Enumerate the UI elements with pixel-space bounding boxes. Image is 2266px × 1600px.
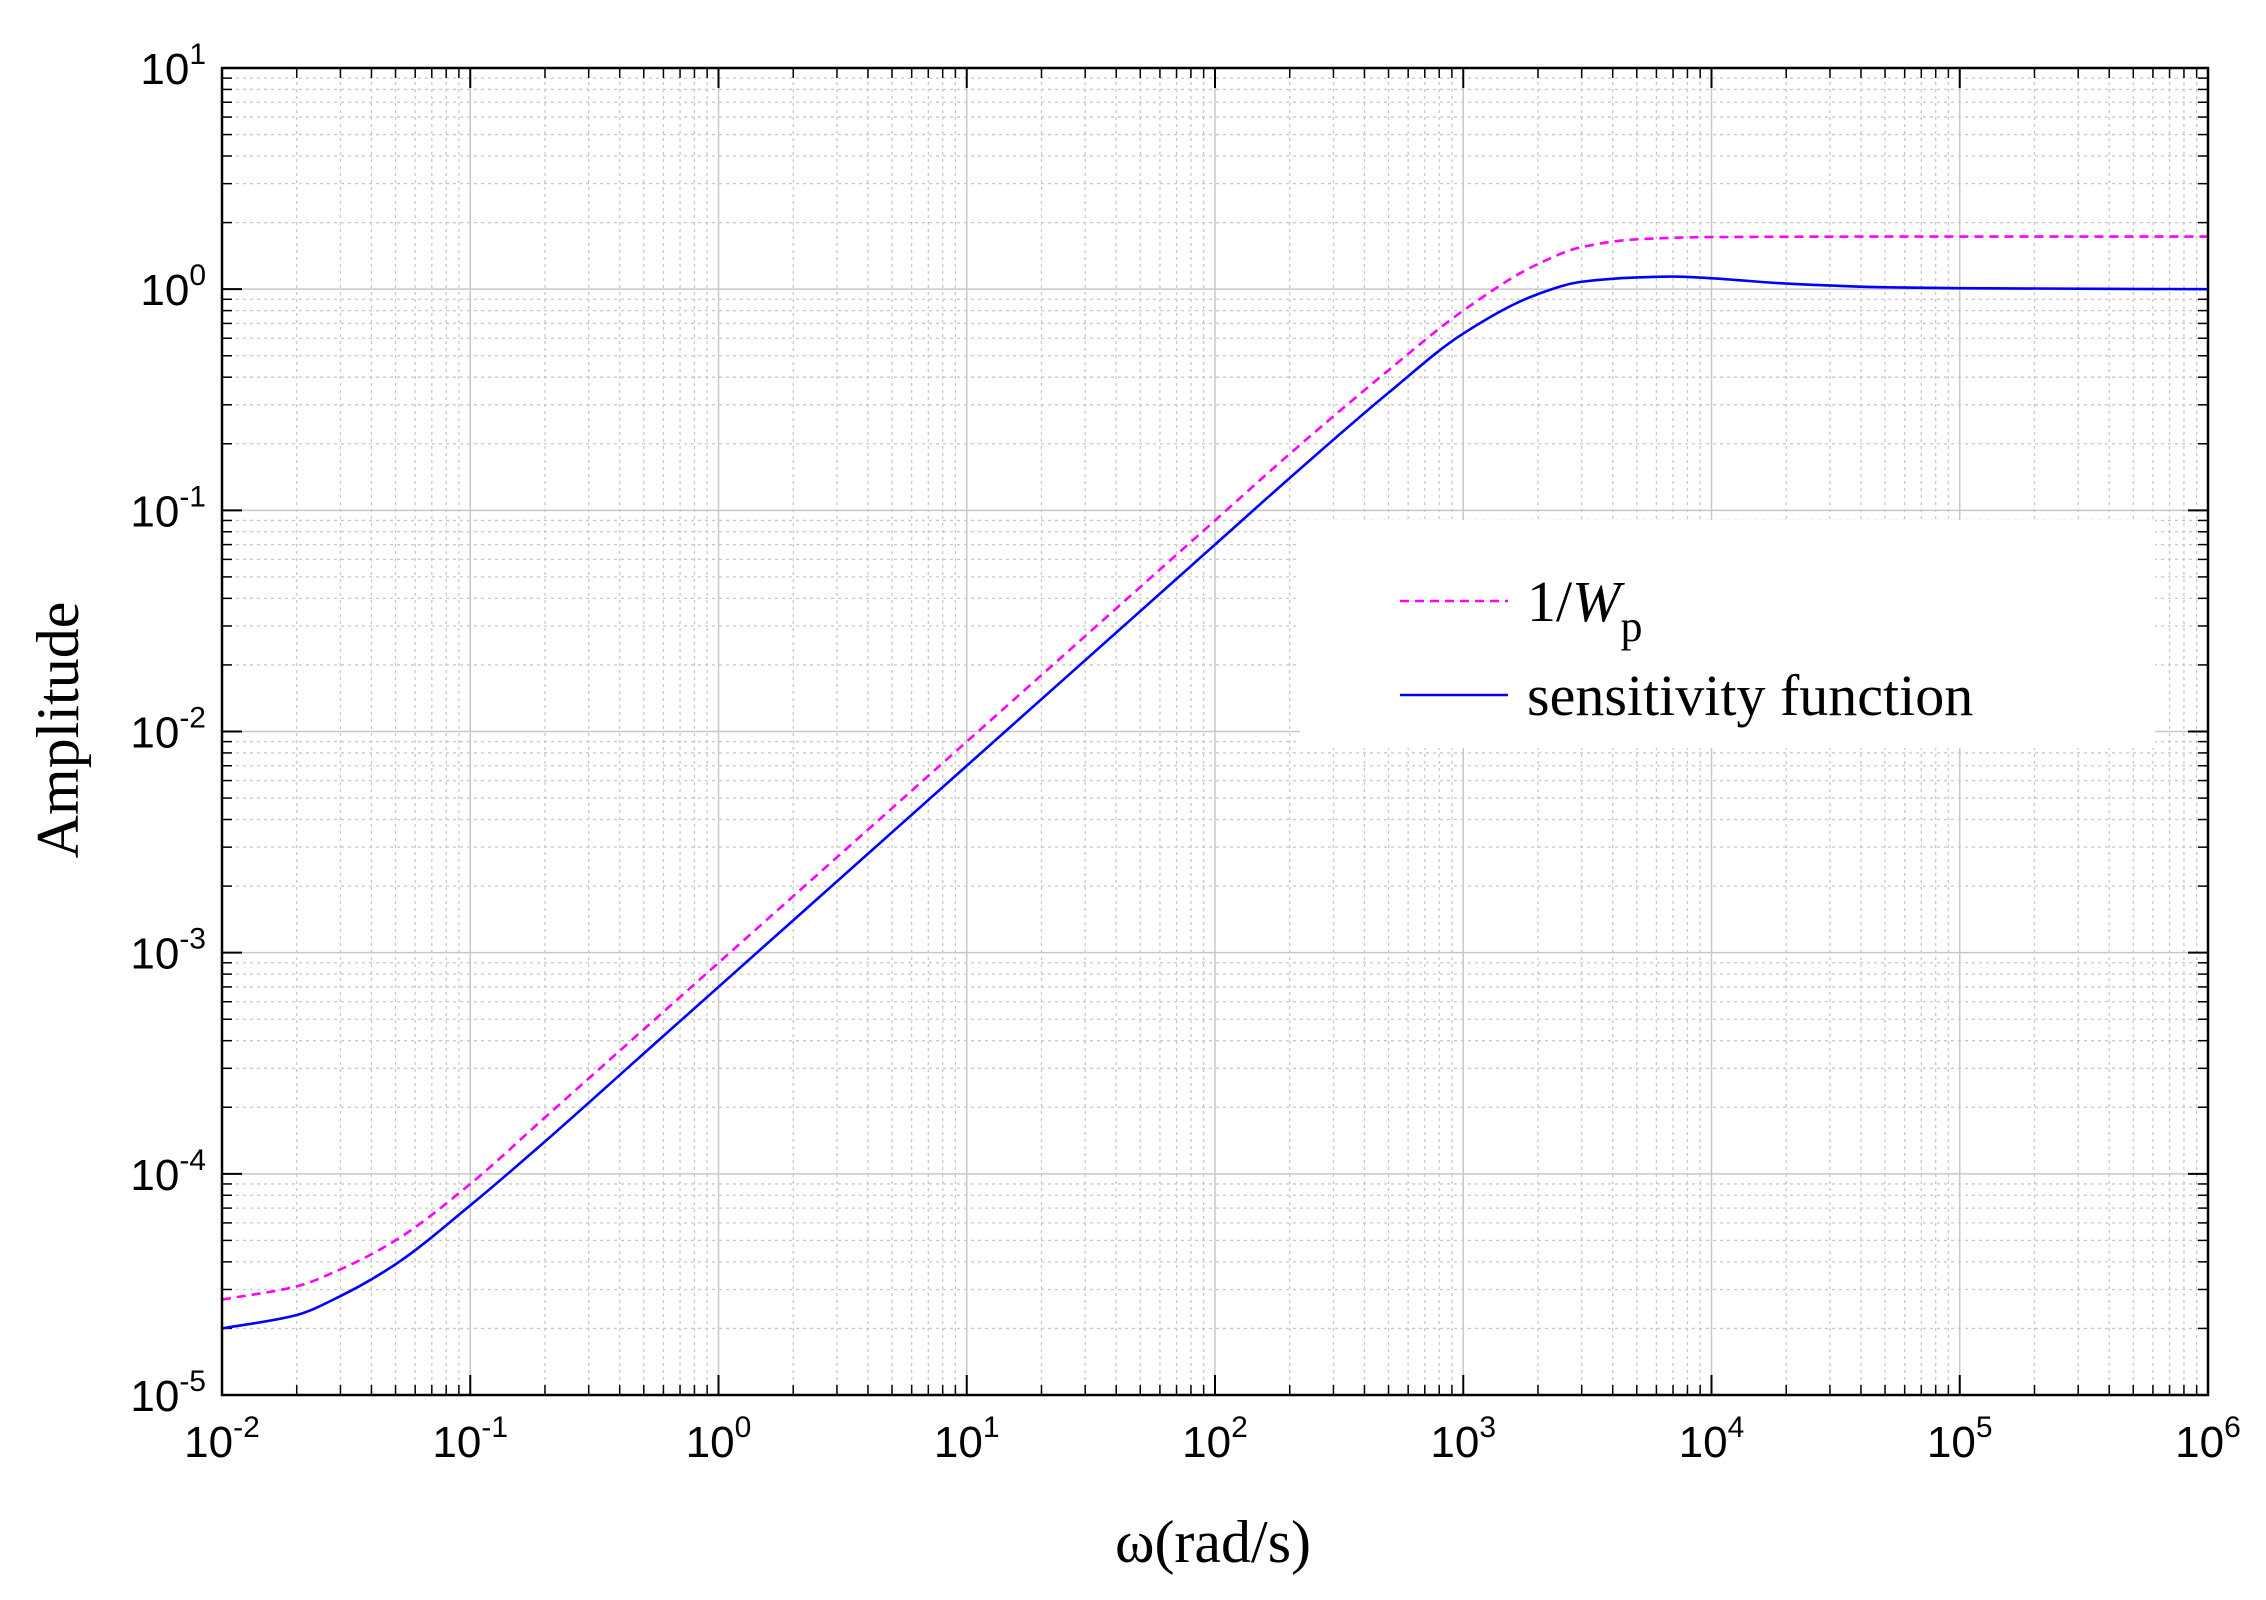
- y-tick-label: 10-4: [130, 1144, 206, 1200]
- x-tick-labels: 10-2 10-1 100 101 102 103 104 105 106: [184, 1411, 2241, 1467]
- series-line-1-wp: [221, 235, 2208, 1301]
- x-tick-label: 102: [1182, 1411, 1248, 1467]
- y-tick-label: 10-2: [130, 702, 206, 758]
- x-tick-label: 10-2: [184, 1411, 260, 1467]
- y-tick-label: 101: [140, 38, 206, 94]
- axis-ticks: [221, 67, 2209, 1396]
- x-tick-label: 104: [1679, 1411, 1745, 1467]
- y-tick-label: 10-1: [130, 480, 206, 536]
- plot-frame: [220, 66, 2210, 1397]
- x-tick-label: 101: [934, 1411, 1000, 1467]
- y-tick-labels: 10-5 10-4 10-3 10-2 10-1 100 101: [130, 38, 206, 1421]
- x-tick-label: 100: [686, 1411, 752, 1467]
- y-tick-label: 10-5: [130, 1365, 206, 1421]
- x-tick-label: 103: [1430, 1411, 1496, 1467]
- legend-box: [1300, 520, 2155, 748]
- series-line-sensitivity-function: [221, 275, 2209, 1330]
- x-tick-label: 105: [1927, 1411, 1993, 1467]
- x-tick-label: 106: [2175, 1411, 2241, 1467]
- x-tick-label: 10-1: [432, 1411, 508, 1467]
- y-tick-label: 100: [140, 259, 206, 315]
- x-axis-label: ω(rad/s): [1115, 1509, 1311, 1575]
- grid-minor: [222, 68, 2208, 1395]
- legend-label-1-wp: 1/Wp: [1527, 569, 1642, 651]
- legend-label-sensitivity-function: sensitivity function: [1527, 663, 1973, 728]
- series-layer: [221, 235, 2209, 1330]
- y-axis-label: Amplitude: [25, 602, 91, 859]
- legend: 1/Wp sensitivity function: [1300, 520, 2155, 748]
- y-tick-label: 10-3: [130, 923, 206, 979]
